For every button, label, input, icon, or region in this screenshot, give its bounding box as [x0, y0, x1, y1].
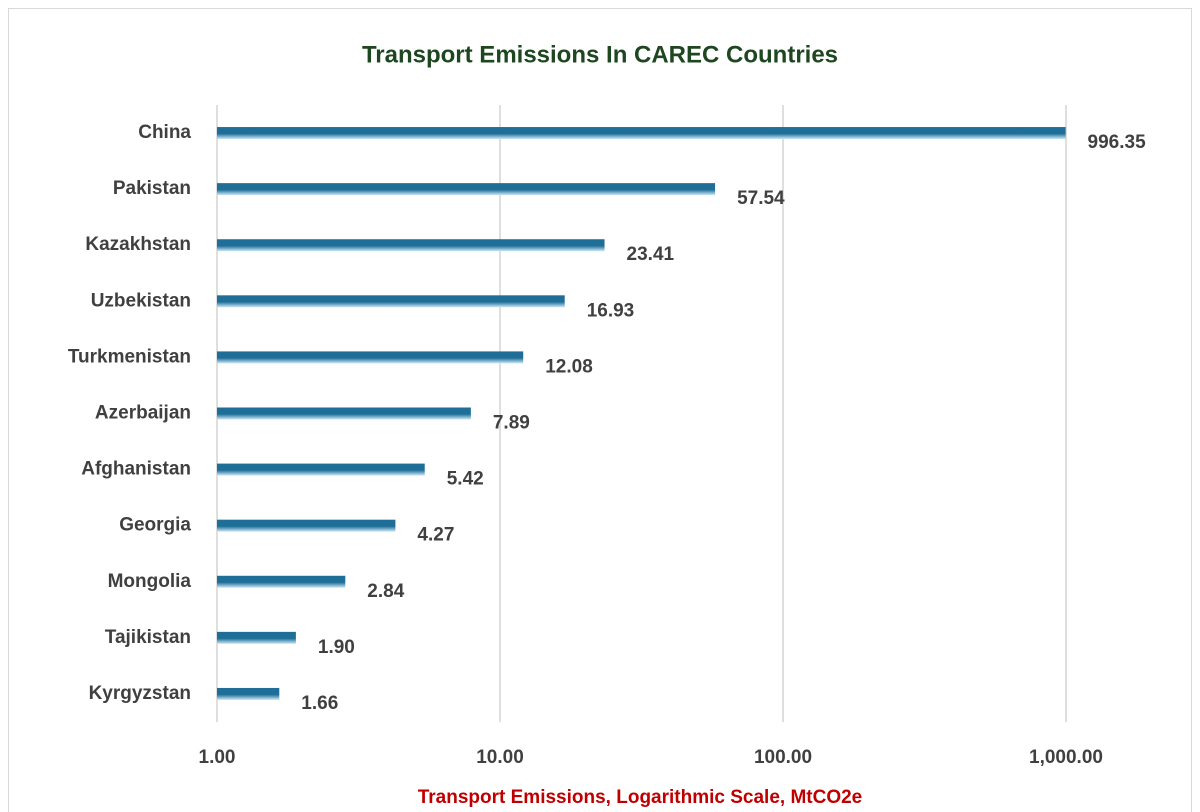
data-label: 16.93 [587, 300, 635, 321]
data-label: 1.66 [301, 693, 338, 714]
data-label: 23.41 [627, 244, 675, 265]
x-tick-label: 100.00 [754, 747, 812, 768]
bar [217, 351, 524, 364]
y-tick-label: Georgia [119, 515, 191, 536]
data-label: 5.42 [447, 469, 484, 490]
bar [217, 239, 605, 252]
bar [217, 631, 296, 644]
data-label: 2.84 [367, 581, 404, 602]
data-label: 57.54 [737, 188, 785, 209]
bar [217, 183, 716, 196]
y-tick-label: Azerbaijan [95, 403, 191, 424]
data-label: 4.27 [417, 525, 454, 546]
bar [217, 463, 425, 476]
bar [217, 687, 280, 700]
y-tick-label: China [138, 122, 191, 143]
bar [217, 295, 565, 308]
data-label: 7.89 [493, 413, 530, 434]
bar [217, 575, 346, 588]
y-tick-label: Uzbekistan [91, 290, 191, 311]
data-label: 12.08 [545, 356, 593, 377]
chart-border [8, 8, 1192, 812]
y-tick-label: Turkmenistan [68, 346, 191, 367]
x-tick-label: 1.00 [199, 747, 236, 768]
bar [217, 407, 471, 420]
y-tick-label: Pakistan [113, 178, 191, 199]
data-label: 1.90 [318, 637, 355, 658]
y-tick-label: Afghanistan [81, 459, 191, 480]
bar [217, 127, 1066, 140]
chart-title: Transport Emissions In CAREC Countries [362, 41, 838, 68]
y-tick-label: Kazakhstan [85, 234, 191, 255]
bar [217, 519, 396, 532]
x-axis-label: Transport Emissions, Logarithmic Scale, … [418, 787, 863, 808]
x-tick-label: 10.00 [476, 747, 524, 768]
y-tick-label: Kyrgyzstan [89, 683, 191, 704]
y-tick-label: Mongolia [108, 571, 192, 592]
x-tick-label: 1,000.00 [1029, 747, 1103, 768]
y-tick-label: Tajikistan [105, 627, 191, 648]
data-label: 996.35 [1088, 132, 1147, 153]
